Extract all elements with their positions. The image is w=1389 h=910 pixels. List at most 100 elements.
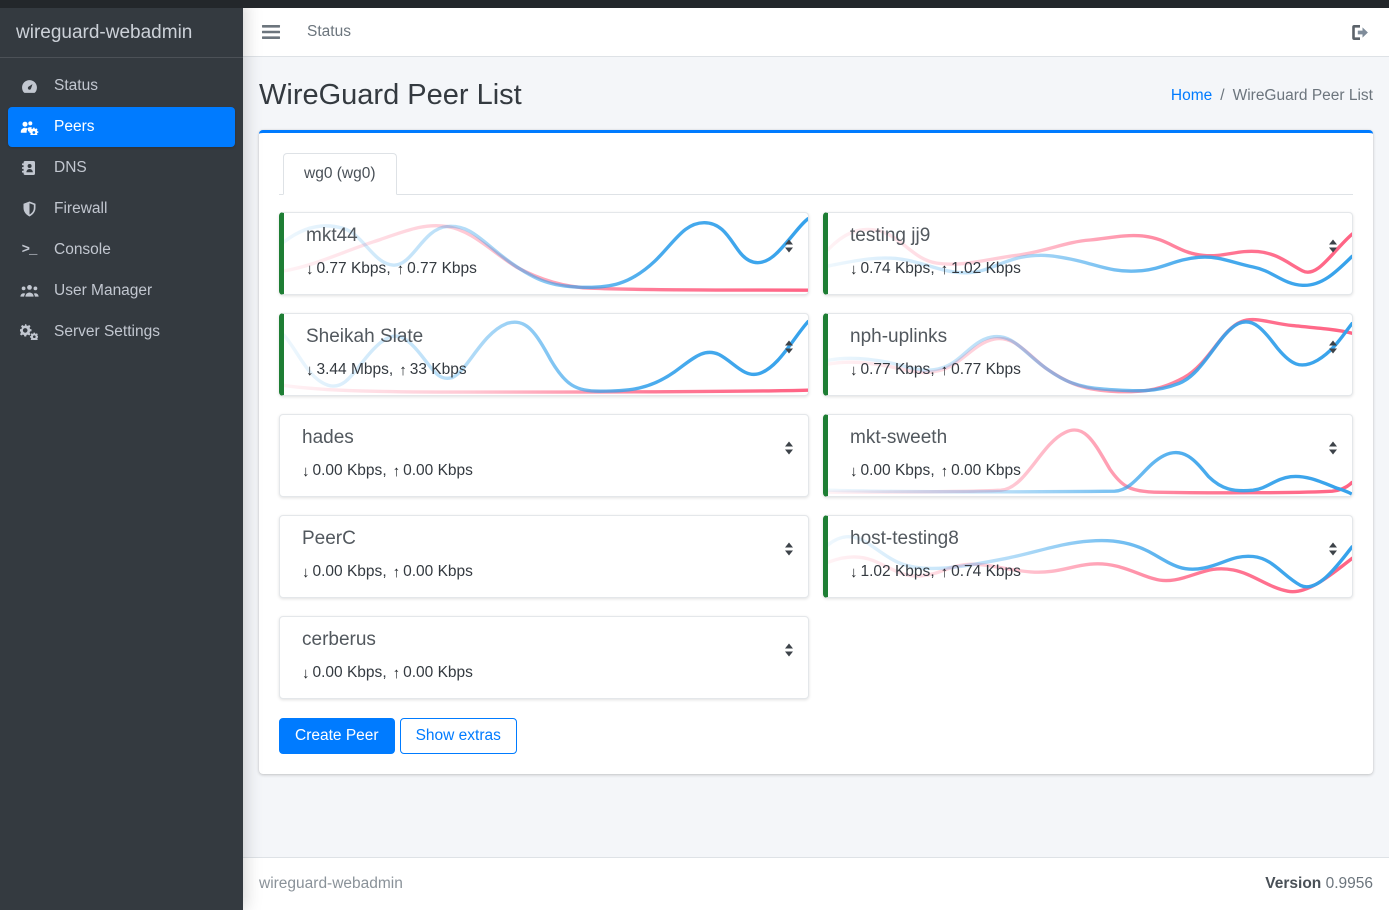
cogs-icon — [18, 324, 40, 340]
logout-icon[interactable] — [1351, 24, 1371, 41]
sort-icon[interactable] — [1327, 238, 1339, 254]
upload-arrow-icon: ↑ — [940, 260, 949, 278]
version-value: 0.9956 — [1325, 875, 1373, 892]
sidebar-item-label: Firewall — [54, 200, 108, 217]
main-area: Status WireGuard Peer List Home / WireGu… — [243, 0, 1389, 910]
sort-icon[interactable] — [783, 541, 795, 557]
sidebar: wireguard-webadmin Status Peers DNS Firewal… — [0, 0, 243, 910]
upload-arrow-icon: ↑ — [399, 361, 407, 379]
sidebar-item-status[interactable]: Status — [8, 66, 235, 106]
create-peer-button[interactable]: Create Peer — [279, 718, 395, 754]
traffic-separator: , — [382, 563, 387, 580]
sidebar-item-peers[interactable]: Peers — [8, 107, 235, 147]
sidebar-item-user-manager[interactable]: User Manager — [8, 271, 235, 311]
peer-traffic: ↓ 0.00 Kbps , ↑ 0.00 Kbps — [302, 462, 786, 480]
peer-traffic: ↓ 0.74 Kbps , ↑ 1.02 Kbps — [850, 260, 1330, 278]
download-arrow-icon: ↓ — [302, 462, 310, 480]
download-arrow-icon: ↓ — [850, 563, 858, 581]
download-arrow-icon: ↓ — [302, 563, 310, 581]
sort-icon[interactable] — [783, 339, 795, 355]
upload-arrow-icon: ↑ — [396, 260, 405, 278]
sort-icon[interactable] — [783, 238, 795, 254]
brand-link[interactable]: wireguard-webadmin — [0, 8, 243, 58]
traffic-sparkline-chart — [828, 428, 1352, 496]
upload-arrow-icon: ↑ — [392, 563, 401, 581]
sidebar-item-label: Peers — [54, 118, 95, 135]
download-rate: 0.00 Kbps — [312, 462, 383, 479]
download-rate: 0.77 Kbps — [860, 361, 931, 378]
peer-grid: mkt44 ↓ 0.77 Kbps , ↑ 0.77 Kbps testing … — [279, 212, 1353, 699]
show-extras-button[interactable]: Show extras — [399, 718, 517, 754]
sidebar-item-label: DNS — [54, 159, 87, 176]
sidebar-item-firewall[interactable]: Firewall — [8, 189, 235, 229]
sidebar-item-label: Server Settings — [54, 323, 160, 340]
download-arrow-icon: ↓ — [302, 664, 310, 682]
peer-card[interactable]: mkt44 ↓ 0.77 Kbps , ↑ 0.77 Kbps — [279, 212, 809, 295]
page-title: WireGuard Peer List — [259, 79, 522, 111]
menu-toggle-icon[interactable] — [261, 23, 281, 41]
peer-traffic: ↓ 0.00 Kbps , ↑ 0.00 Kbps — [850, 462, 1330, 480]
traffic-separator: , — [386, 260, 391, 277]
traffic-sparkline-chart — [280, 591, 808, 597]
traffic-separator: , — [930, 462, 935, 479]
traffic-separator: , — [382, 462, 387, 479]
peer-card[interactable]: PeerC ↓ 0.00 Kbps , ↑ 0.00 Kbps — [279, 515, 809, 598]
download-arrow-icon: ↓ — [306, 361, 314, 379]
traffic-separator: , — [930, 260, 935, 277]
peer-name: cerberus — [302, 629, 376, 650]
peer-traffic: ↓ 1.02 Kbps , ↑ 0.74 Kbps — [850, 563, 1330, 581]
sort-icon[interactable] — [1327, 440, 1339, 456]
peer-card[interactable]: hades ↓ 0.00 Kbps , ↑ 0.00 Kbps — [279, 414, 809, 497]
upload-rate: 0.77 Kbps — [407, 260, 477, 277]
upload-rate: 0.00 Kbps — [403, 462, 473, 479]
upload-rate: 33 Kbps — [409, 361, 467, 378]
peer-card[interactable]: nph-uplinks ↓ 0.77 Kbps , ↑ 0.77 Kbps — [823, 313, 1353, 396]
sort-icon[interactable] — [1327, 339, 1339, 355]
traffic-separator: , — [930, 361, 935, 378]
traffic-sparkline-chart — [280, 692, 808, 698]
tab-wg0[interactable]: wg0 (wg0) — [283, 153, 397, 195]
sidebar-item-server-settings[interactable]: Server Settings — [8, 312, 235, 352]
peer-traffic: ↓ 3.44 Mbps , ↑ 33 Kbps — [306, 361, 786, 379]
sort-icon[interactable] — [783, 440, 795, 456]
download-rate: 0.00 Kbps — [860, 462, 931, 479]
traffic-separator: , — [388, 361, 394, 378]
download-arrow-icon: ↓ — [306, 260, 314, 278]
peer-list-card: wg0 (wg0) mkt44 ↓ 0.77 Kbps , ↑ 0.77 Kbp… — [259, 130, 1373, 774]
breadcrumb-home-link[interactable]: Home — [1170, 86, 1213, 104]
peer-name: PeerC — [302, 528, 356, 549]
sidebar-item-console[interactable]: >_ Console — [8, 230, 235, 270]
peer-card[interactable]: cerberus ↓ 0.00 Kbps , ↑ 0.00 Kbps — [279, 616, 809, 699]
interface-tabs: wg0 (wg0) — [279, 153, 1353, 195]
traffic-sparkline-chart — [284, 217, 808, 292]
navbar-status-link[interactable]: Status — [307, 23, 351, 40]
version-label: Version — [1265, 875, 1322, 892]
download-rate: 0.74 Kbps — [860, 260, 931, 277]
shield-icon — [18, 201, 40, 217]
traffic-separator: , — [382, 664, 387, 681]
peer-card[interactable]: Sheikah Slate ↓ 3.44 Mbps , ↑ 33 Kbps — [279, 313, 809, 396]
upload-arrow-icon: ↑ — [940, 361, 949, 379]
download-rate: 1.02 Kbps — [860, 563, 931, 580]
peer-traffic: ↓ 0.00 Kbps , ↑ 0.00 Kbps — [302, 664, 786, 682]
users-cog-icon — [18, 120, 40, 135]
sort-icon[interactable] — [783, 642, 795, 658]
breadcrumb-separator: / — [1220, 86, 1225, 104]
peer-card[interactable]: mkt-sweeth ↓ 0.00 Kbps , ↑ 0.00 Kbps — [823, 414, 1353, 497]
peer-name: host-testing8 — [850, 528, 959, 549]
breadcrumb-current: WireGuard Peer List — [1232, 86, 1373, 104]
upload-arrow-icon: ↑ — [940, 563, 949, 581]
sidebar-item-dns[interactable]: DNS — [8, 148, 235, 188]
upload-arrow-icon: ↑ — [392, 462, 401, 480]
peer-name: hades — [302, 427, 354, 448]
peer-card[interactable]: testing jj9 ↓ 0.74 Kbps , ↑ 1.02 Kbps — [823, 212, 1353, 295]
peer-traffic: ↓ 0.00 Kbps , ↑ 0.00 Kbps — [302, 563, 786, 581]
users-icon — [18, 284, 40, 298]
peer-card[interactable]: host-testing8 ↓ 1.02 Kbps , ↑ 0.74 Kbps — [823, 515, 1353, 598]
sort-icon[interactable] — [1327, 541, 1339, 557]
upload-arrow-icon: ↑ — [392, 664, 401, 682]
download-rate: 0.00 Kbps — [312, 664, 383, 681]
footer: wireguard-webadmin Version 0.9956 — [243, 857, 1389, 910]
upload-rate: 0.00 Kbps — [403, 664, 473, 681]
peer-traffic: ↓ 0.77 Kbps , ↑ 0.77 Kbps — [306, 260, 786, 278]
